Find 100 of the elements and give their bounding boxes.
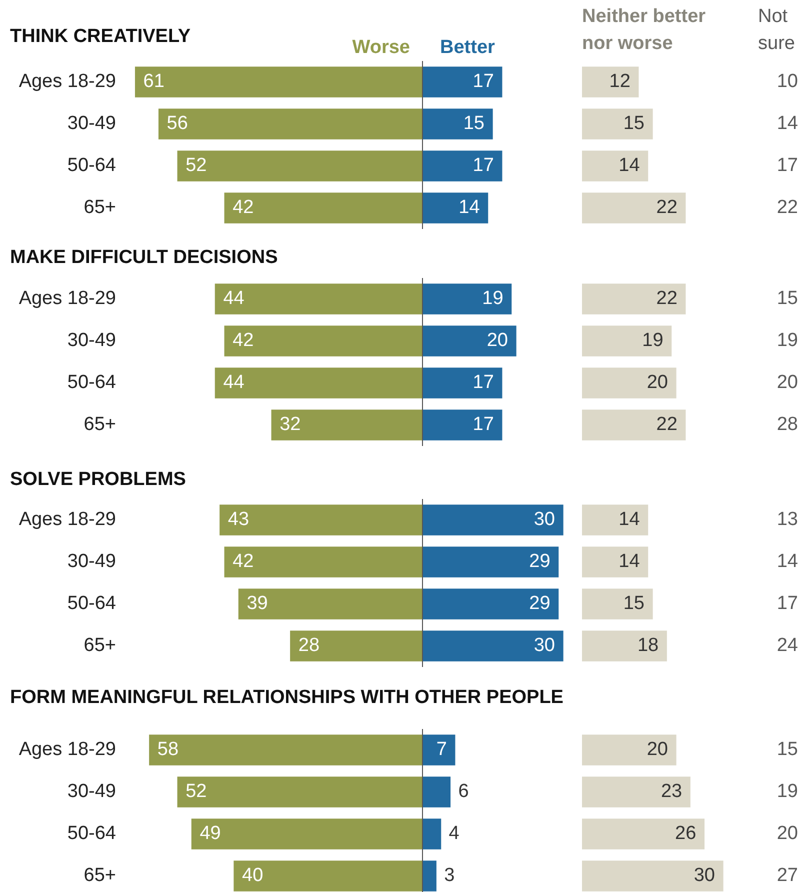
data-label: 14 [776,112,799,136]
data-label: 20 [486,330,508,352]
y-tick-label: 65+ [84,865,116,886]
series-label: Neither better nor worse [582,5,707,56]
data-label: 14 [618,155,640,176]
data-label: 28 [776,413,799,437]
data-label: 3 [444,865,455,886]
chart-title: MAKE DIFFICULT DECISIONS [10,247,278,269]
data-label: 30 [534,635,555,656]
data-label: 17 [472,71,494,92]
data-label: 15 [463,113,484,134]
y-tick-label: 65+ [84,635,116,656]
bar [582,776,690,808]
data-label: 17 [776,592,799,616]
y-tick-label: 50-64 [67,823,116,844]
data-label: 17 [472,414,494,436]
y-tick-label: 65+ [84,414,116,436]
data-label: 43 [228,509,250,530]
data-label: 15 [776,287,799,311]
data-label: 22 [656,197,678,218]
data-label: 6 [458,781,469,802]
data-label: 20 [776,371,799,395]
data-label: 56 [166,113,188,134]
chart-title: FORM MEANINGFUL RELATIONSHIPS WITH OTHER PEOPLE [10,687,564,709]
data-label: 10 [776,70,799,94]
y-tick-label: Ages 18-29 [18,739,116,760]
chart-title: THINK CREATIVELY [10,26,191,48]
data-label: 20 [646,372,668,394]
bar [422,818,442,850]
data-label: 14 [618,551,640,572]
data-label: 22 [656,414,678,436]
chart-title: SOLVE PROBLEMS [10,469,186,491]
data-label: 15 [623,113,644,134]
y-tick-label: 30-49 [67,113,116,134]
data-label: 28 [298,635,320,656]
data-label: 19 [482,288,504,310]
data-label: 42 [232,330,254,352]
series-label: Better [440,36,495,60]
data-label: 18 [637,635,659,656]
data-label: 49 [200,823,221,844]
bar [582,860,724,892]
data-label: 39 [246,593,268,614]
bar [582,66,639,98]
data-label: 44 [223,288,245,310]
data-label: 20 [646,739,668,760]
legend-label: Not sure [758,5,796,56]
data-label: 12 [609,71,630,92]
data-label: 30 [694,865,715,886]
y-tick-label: 50-64 [67,593,116,614]
data-label: 14 [618,509,640,530]
data-label: 17 [472,372,494,394]
y-tick-label: 30-49 [67,551,116,572]
data-label: 30 [534,509,555,530]
y-tick-label: Ages 18-29 [18,288,116,310]
data-label: 17 [472,155,494,176]
data-label: 24 [776,634,799,658]
data-label: 17 [776,154,799,178]
data-label: 15 [623,593,644,614]
data-label: 52 [186,781,207,802]
data-label: 15 [776,738,799,762]
data-label: 26 [675,823,696,844]
data-label: 29 [529,551,550,572]
bar [582,108,653,140]
data-label: 22 [656,288,678,310]
bar [422,734,456,766]
y-tick-label: 30-49 [67,781,116,802]
data-label: 42 [232,551,254,572]
data-label: 44 [223,372,245,394]
data-label: 13 [776,508,799,532]
data-label: 32 [280,414,301,436]
data-label: 4 [448,823,460,844]
bar [422,776,451,808]
data-label: 14 [458,197,480,218]
bar [582,818,705,850]
data-label: 19 [642,330,664,352]
data-label: 22 [776,196,799,220]
data-label: 40 [242,865,264,886]
data-label: 29 [529,593,550,614]
data-label: 58 [157,739,179,760]
data-label: 19 [776,329,799,353]
y-tick-label: 50-64 [67,155,116,176]
y-tick-label: 30-49 [67,330,116,352]
data-label: 19 [776,780,799,804]
data-label: 27 [776,864,799,888]
y-tick-label: 65+ [84,197,116,218]
data-label: 14 [776,550,799,574]
data-label: 20 [776,822,799,846]
y-tick-label: Ages 18-29 [18,71,116,92]
data-label: 61 [143,71,164,92]
data-label: 52 [186,155,207,176]
series-label: Worse [352,36,410,60]
y-tick-label: 50-64 [67,372,116,394]
data-label: 7 [436,739,447,760]
bar [422,860,436,892]
y-tick-label: Ages 18-29 [18,509,116,530]
bar [582,192,686,224]
data-label: 42 [232,197,254,218]
bar [582,734,676,766]
bar [582,150,648,182]
data-label: 23 [660,781,682,802]
